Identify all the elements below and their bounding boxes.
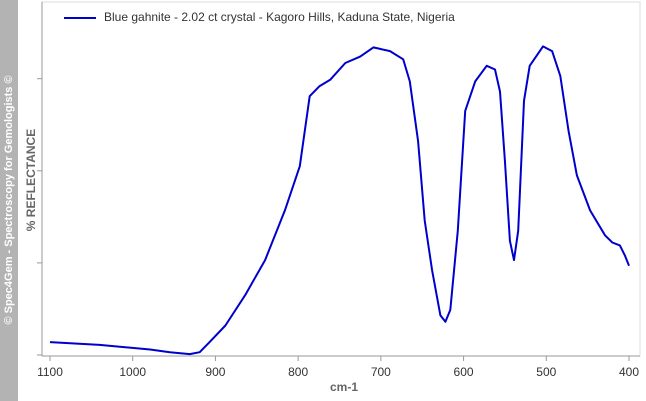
x-tick-label: 400 [619,365,639,379]
x-tick-label: 900 [205,365,225,379]
x-tick-label: 1100 [37,365,63,379]
x-tick-label: 1000 [119,365,146,379]
x-axis-label: cm-1 [330,380,358,394]
x-tick-label: 800 [288,365,308,379]
spectrum-line [49,45,630,356]
x-tick-label: 700 [371,365,391,379]
x-tick-label: 500 [536,365,556,379]
watermark-bar [0,0,18,401]
y-axis-label: % REFLECTANCE [24,129,38,231]
plot-frame [41,1,641,357]
x-tick-label: 600 [454,365,474,379]
watermark: © Spec4Gem - Spectroscopy for Gemologist… [3,75,15,324]
legend-label: Blue gahnite - 2.02 ct crystal - Kagoro … [104,10,455,24]
